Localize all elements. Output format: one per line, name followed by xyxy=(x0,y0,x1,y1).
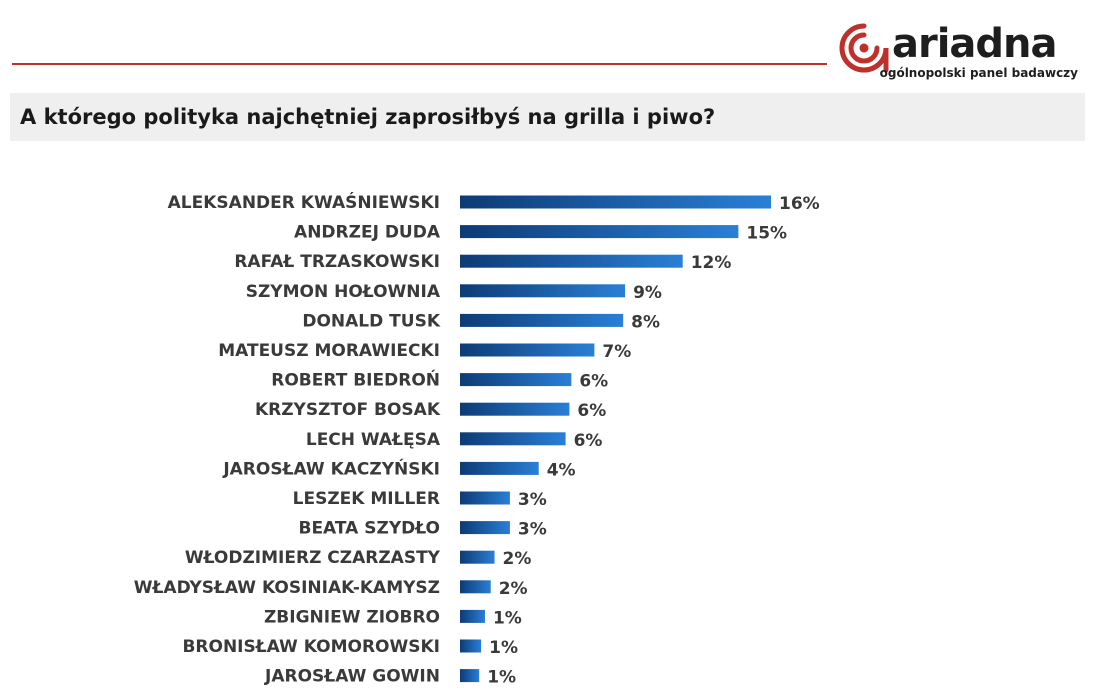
bar xyxy=(460,225,739,239)
value-label: 3% xyxy=(518,520,547,540)
category-label: ALEKSANDER KWAŚNIEWSKI xyxy=(168,191,440,213)
category-label: SZYMON HOŁOWNIA xyxy=(246,282,441,302)
category-label: LECH WAŁĘSA xyxy=(306,430,441,450)
question-title-bar: A którego polityka najchętniej zaprosiłb… xyxy=(10,93,1085,141)
value-label: 1% xyxy=(487,668,516,688)
category-label: WŁODZIMIERZ CZARZASTY xyxy=(185,548,441,568)
value-label: 15% xyxy=(746,224,787,244)
bar xyxy=(460,580,491,594)
logo-tagline: ogólnopolski panel badawczy xyxy=(879,66,1078,80)
value-label: 12% xyxy=(691,253,732,273)
value-label: 4% xyxy=(547,460,576,480)
bar xyxy=(460,402,570,416)
bar xyxy=(460,491,510,505)
category-label: JAROSŁAW GOWIN xyxy=(264,667,440,687)
bar xyxy=(460,609,485,623)
ariadna-spiral-icon xyxy=(839,23,889,73)
bar xyxy=(460,669,480,683)
category-label: KRZYSZTOF BOSAK xyxy=(255,400,441,420)
logo-wordmark: ariadna xyxy=(892,21,1058,67)
value-label: 7% xyxy=(602,342,631,362)
bar xyxy=(460,284,626,298)
category-label: ROBERT BIEDROŃ xyxy=(271,369,440,391)
bar xyxy=(460,254,683,268)
category-label: BEATA SZYDŁO xyxy=(298,519,440,539)
category-label: MATEUSZ MORAWIECKI xyxy=(218,341,440,361)
bars-group: ALEKSANDER KWAŚNIEWSKI 16% ANDRZEJ DUDA 15%… xyxy=(134,191,820,688)
value-label: 6% xyxy=(577,401,606,421)
question-title: A którego polityka najchętniej zaprosiłb… xyxy=(20,105,716,129)
value-label: 6% xyxy=(574,431,603,451)
value-label: 1% xyxy=(493,608,522,628)
category-label: ANDRZEJ DUDA xyxy=(294,223,441,243)
value-label: 8% xyxy=(631,312,660,332)
category-label: WŁADYSŁAW KOSINIAK-KAMYSZ xyxy=(134,578,440,598)
bar xyxy=(460,195,771,209)
bar xyxy=(460,313,624,327)
value-label: 1% xyxy=(489,638,518,658)
bar-chart: ALEKSANDER KWAŚNIEWSKI 16% ANDRZEJ DUDA 15%… xyxy=(134,191,820,688)
ariadna-logo: ariadna ogólnopolski panel badawczy xyxy=(836,20,1086,90)
bar xyxy=(460,373,572,387)
value-label: 3% xyxy=(518,490,547,510)
header-divider xyxy=(12,63,827,65)
bar xyxy=(460,343,595,357)
value-label: 16% xyxy=(779,194,820,214)
category-label: JAROSŁAW KACZYŃSKI xyxy=(222,457,440,479)
bar xyxy=(460,550,495,564)
value-label: 2% xyxy=(503,549,532,569)
bar xyxy=(460,432,566,446)
bar xyxy=(460,639,482,653)
bar xyxy=(460,461,539,475)
value-label: 9% xyxy=(633,283,662,303)
category-label: LESZEK MILLER xyxy=(293,489,440,509)
value-label: 6% xyxy=(579,372,608,392)
category-label: DONALD TUSK xyxy=(302,311,440,331)
value-label: 2% xyxy=(499,579,528,599)
category-label: RAFAŁ TRZASKOWSKI xyxy=(234,252,440,272)
category-label: ZBIGNIEW ZIOBRO xyxy=(264,607,440,627)
category-label: BRONISŁAW KOMOROWSKI xyxy=(182,637,440,657)
bar xyxy=(460,521,510,535)
